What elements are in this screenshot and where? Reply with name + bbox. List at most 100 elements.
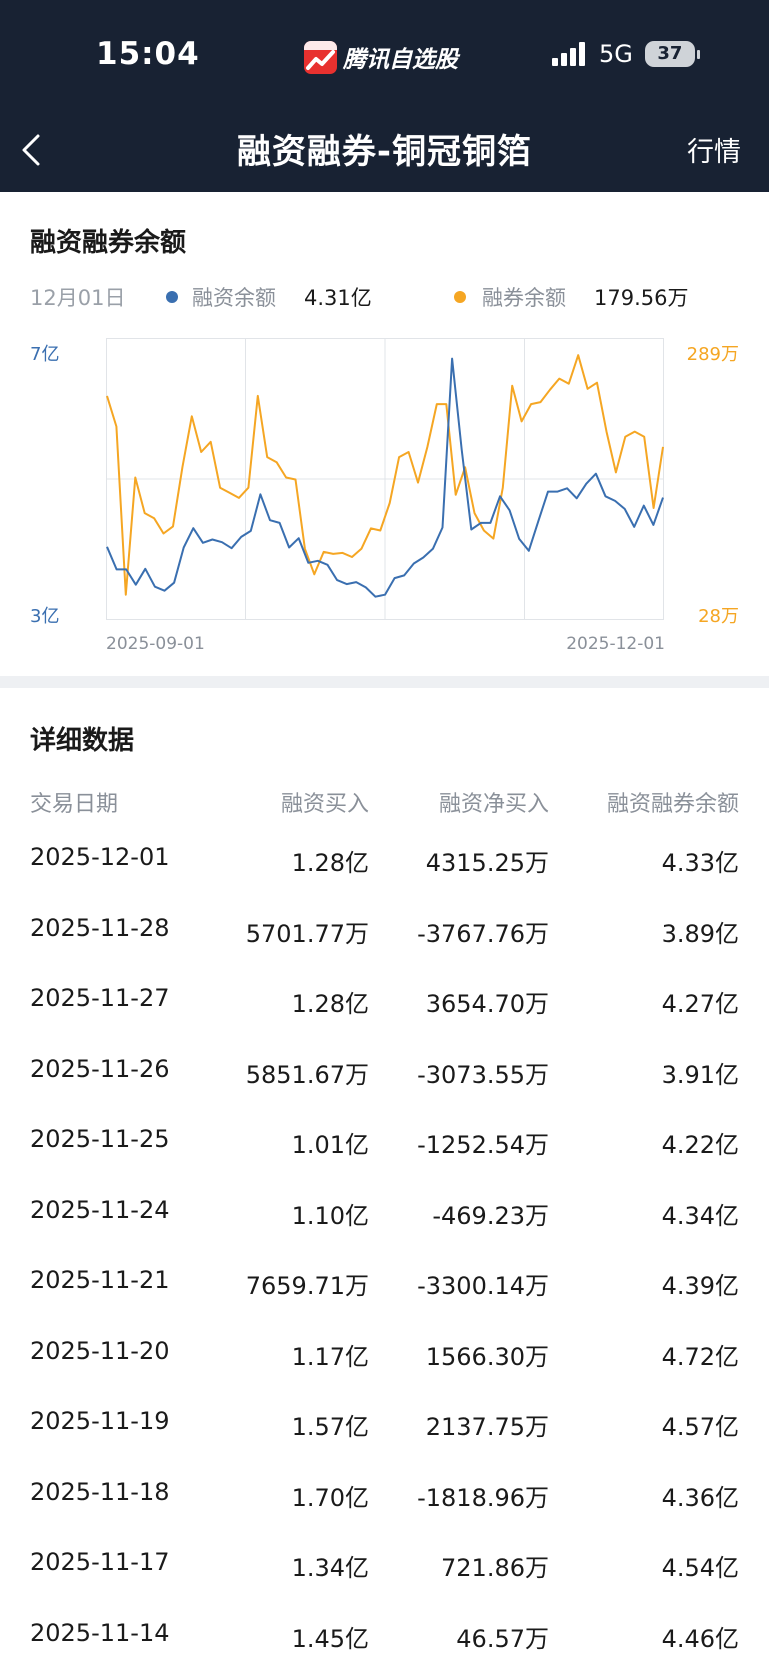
table-row[interactable]: 2025-12-01 1.28亿 4315.25万 4.33亿: [0, 843, 769, 877]
row-date: 2025-11-17: [30, 1548, 170, 1576]
app-logo-icon: [304, 40, 337, 74]
legend-dot-short: [454, 291, 466, 303]
quote-link[interactable]: 行情: [687, 137, 741, 168]
chart-section-title: 融资融券余额: [30, 228, 187, 258]
row-total-balance: 4.72亿: [661, 1342, 739, 1371]
row-total-balance: 4.33亿: [661, 849, 739, 877]
row-margin-buy: 1.28亿: [291, 849, 369, 877]
chevron-left-icon: [22, 134, 40, 166]
margin-balance-line: [106, 357, 664, 598]
x-tick-label-start: 2025-09-01: [106, 634, 205, 654]
table-row[interactable]: 2025-11-26 5851.67万 -3073.55万 3.91亿: [0, 1055, 769, 1089]
table-row[interactable]: 2025-11-27 1.28亿 3654.70万 4.27亿: [0, 984, 769, 1018]
row-total-balance: 4.46亿: [661, 1624, 739, 1653]
row-total-balance: 4.57亿: [661, 1413, 739, 1441]
row-margin-buy: 1.10亿: [291, 1201, 369, 1230]
row-total-balance: 4.39亿: [661, 1272, 739, 1300]
legend-value-margin: 4.31亿: [304, 286, 372, 310]
table-row[interactable]: 2025-11-18 1.70亿 -1818.96万 4.36亿: [0, 1478, 769, 1512]
status-indicators: 5G 37: [552, 40, 700, 68]
app-name: 腾讯自选股: [343, 47, 458, 73]
header-date: 交易日期: [30, 792, 119, 817]
row-margin-net-buy: -3300.14万: [417, 1272, 549, 1300]
legend-dot-margin: [166, 291, 178, 303]
row-margin-buy: 5701.77万: [245, 919, 369, 948]
row-total-balance: 4.27亿: [661, 990, 739, 1018]
network-type: 5G: [599, 40, 633, 68]
row-margin-net-buy: 46.57万: [456, 1624, 549, 1653]
balance-line-chart: [106, 338, 664, 620]
left-axis-bottom-label: 3亿: [30, 606, 60, 627]
right-axis-top-label: 289万: [686, 344, 739, 365]
table-row[interactable]: 2025-11-19 1.57亿 2137.75万 4.57亿: [0, 1407, 769, 1441]
battery-icon: 37: [644, 41, 695, 67]
row-date: 2025-11-18: [30, 1477, 170, 1506]
row-margin-buy: 5851.67万: [245, 1060, 369, 1089]
row-margin-buy: 1.45亿: [291, 1624, 369, 1653]
row-margin-buy: 1.70亿: [291, 1483, 369, 1512]
row-date: 2025-11-25: [30, 1125, 170, 1153]
row-margin-net-buy: 721.86万: [441, 1554, 549, 1582]
page-title: 融资融券-铜冠铜箔: [236, 132, 533, 172]
header-margin-buy: 融资买入: [280, 792, 369, 817]
row-margin-net-buy: -1818.96万: [417, 1483, 549, 1512]
battery-tip: [696, 49, 700, 59]
app-badge: 腾讯自选股: [304, 40, 458, 74]
top-bar: 15:04 腾讯自选股 5G 37 融资融券-铜冠铜箔 行情: [0, 0, 769, 192]
table-row[interactable]: 2025-11-28 5701.77万 -3767.76万 3.89亿: [0, 914, 769, 948]
header-total-balance: 融资融券余额: [606, 792, 739, 817]
row-margin-net-buy: -3767.76万: [417, 919, 549, 948]
table-row[interactable]: 2025-11-21 7659.71万 -3300.14万 4.39亿: [0, 1266, 769, 1300]
row-margin-net-buy: 4315.25万: [425, 849, 549, 877]
row-total-balance: 3.91亿: [661, 1060, 739, 1089]
row-margin-buy: 1.57亿: [291, 1413, 369, 1441]
table-row[interactable]: 2025-11-25 1.01亿 -1252.54万 4.22亿: [0, 1125, 769, 1159]
row-date: 2025-11-28: [30, 913, 170, 942]
row-margin-net-buy: 2137.75万: [425, 1413, 549, 1441]
row-margin-net-buy: -3073.55万: [417, 1060, 549, 1089]
x-tick-label-end: 2025-12-01: [566, 634, 665, 654]
row-margin-buy: 1.01亿: [291, 1131, 369, 1159]
row-date: 2025-11-20: [30, 1336, 170, 1365]
legend-date: 12月01日: [30, 286, 126, 310]
table-row[interactable]: 2025-11-20 1.17亿 1566.30万 4.72亿: [0, 1337, 769, 1371]
right-axis-bottom-label: 28万: [698, 606, 739, 627]
row-date: 2025-12-01: [30, 843, 170, 871]
back-button[interactable]: [18, 130, 48, 170]
row-date: 2025-11-19: [30, 1407, 170, 1435]
row-date: 2025-11-26: [30, 1054, 170, 1083]
table-section-title: 详细数据: [30, 726, 135, 756]
signal-icon: [552, 42, 585, 66]
row-total-balance: 4.54亿: [661, 1554, 739, 1582]
row-margin-net-buy: -469.23万: [432, 1201, 549, 1230]
row-total-balance: 3.89亿: [661, 919, 739, 948]
chart-section: 融资融券余额 12月01日 融资余额 4.31亿 融券余额 179.56万 7亿…: [0, 192, 769, 676]
row-total-balance: 4.22亿: [661, 1131, 739, 1159]
legend-label-margin: 融资余额: [192, 286, 276, 310]
row-total-balance: 4.34亿: [661, 1201, 739, 1230]
row-date: 2025-11-27: [30, 984, 170, 1012]
row-margin-net-buy: 1566.30万: [425, 1342, 549, 1371]
row-margin-buy: 7659.71万: [245, 1272, 369, 1300]
table-header-row: 交易日期 融资买入 融资净买入 融资融券余额: [0, 786, 769, 817]
table-row[interactable]: 2025-11-24 1.10亿 -469.23万 4.34亿: [0, 1196, 769, 1230]
status-time: 15:04: [96, 36, 200, 72]
row-date: 2025-11-14: [30, 1618, 170, 1647]
row-margin-net-buy: 3654.70万: [425, 990, 549, 1018]
table-row[interactable]: 2025-11-14 1.45亿 46.57万 4.46亿: [0, 1619, 769, 1653]
legend-value-short: 179.56万: [594, 286, 689, 310]
row-margin-buy: 1.17亿: [291, 1342, 369, 1371]
short-balance-line: [106, 354, 664, 596]
row-margin-buy: 1.34亿: [291, 1554, 369, 1582]
chart-legend: 12月01日 融资余额 4.31亿 融券余额 179.56万: [30, 282, 750, 312]
section-divider: [0, 676, 769, 688]
row-date: 2025-11-21: [30, 1266, 170, 1294]
left-axis-top-label: 7亿: [30, 344, 60, 365]
row-margin-buy: 1.28亿: [291, 990, 369, 1018]
row-margin-net-buy: -1252.54万: [417, 1131, 549, 1159]
header-margin-net-buy: 融资净买入: [438, 792, 549, 817]
table-row[interactable]: 2025-11-17 1.34亿 721.86万 4.54亿: [0, 1548, 769, 1582]
legend-label-short: 融券余额: [482, 286, 566, 310]
row-total-balance: 4.36亿: [661, 1483, 739, 1512]
row-date: 2025-11-24: [30, 1195, 170, 1224]
